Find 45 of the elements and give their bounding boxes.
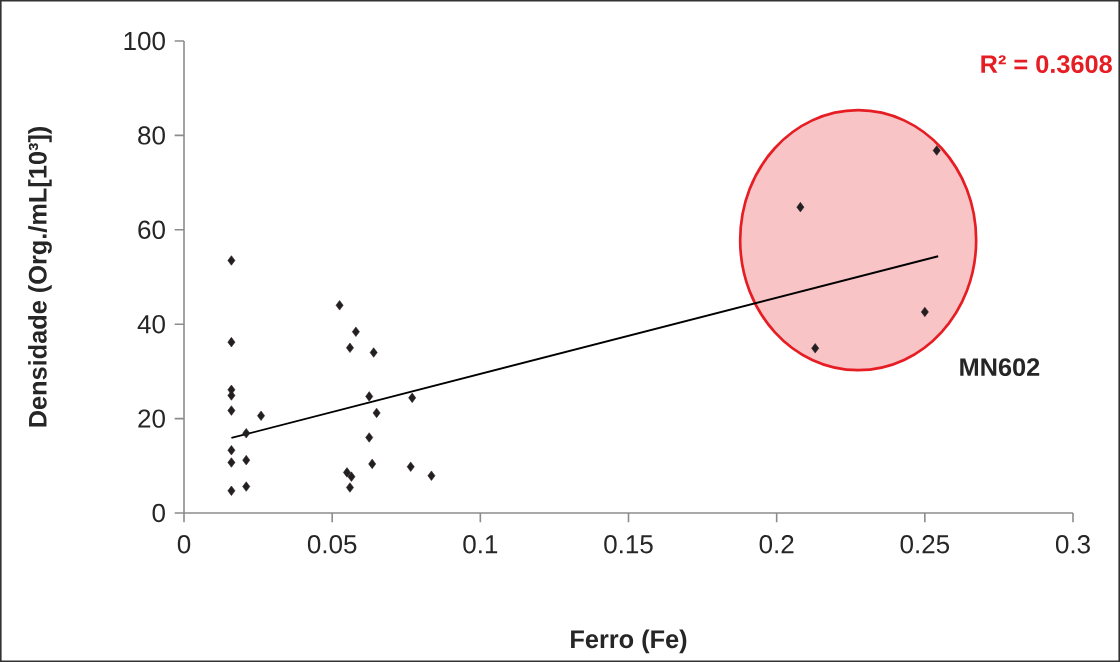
point [347,471,356,482]
point [343,467,351,478]
point [242,428,251,439]
point [227,485,236,496]
point [227,457,236,468]
point [335,300,344,311]
x-tick-label: 0 [177,535,191,554]
point [346,342,354,353]
y-tick-label: 0 [152,503,165,523]
y-tick-label: 20 [138,409,165,428]
point [920,306,929,317]
y-tick-label: 80 [138,126,165,145]
point [368,458,377,469]
x-tick-label: 0.2 [759,535,794,554]
point [242,455,251,466]
point [408,392,417,403]
point [227,405,236,416]
point [227,445,236,456]
point [365,432,374,443]
x-tick-label: 0.15 [604,535,653,554]
point [372,407,381,419]
point [242,481,251,492]
point [365,391,374,402]
y-axis-title: Densidade (Org./mL[10³]) [28,126,52,427]
point [352,326,360,337]
x-tick-label: 0.25 [900,535,950,554]
point [257,410,265,421]
x-tick-label: 0.3 [1055,535,1090,554]
y-tick-label: 60 [138,220,165,239]
x-tick-label: 0.1 [463,535,498,554]
x-tick-label: 0.05 [307,535,357,554]
point [796,202,805,213]
y-tick-label: 40 [137,315,165,334]
y-tick-label: 100 [124,31,165,51]
x-axis-title: Ferro (Fe) [571,629,687,654]
point [227,255,236,266]
annotation: R² = 0.3608 [981,55,1112,74]
point [427,470,436,481]
point [346,482,354,493]
point [406,461,415,472]
point [369,347,378,358]
point [227,337,236,348]
annotation: MN602 [960,358,1040,377]
point [932,145,941,156]
point [811,343,820,354]
